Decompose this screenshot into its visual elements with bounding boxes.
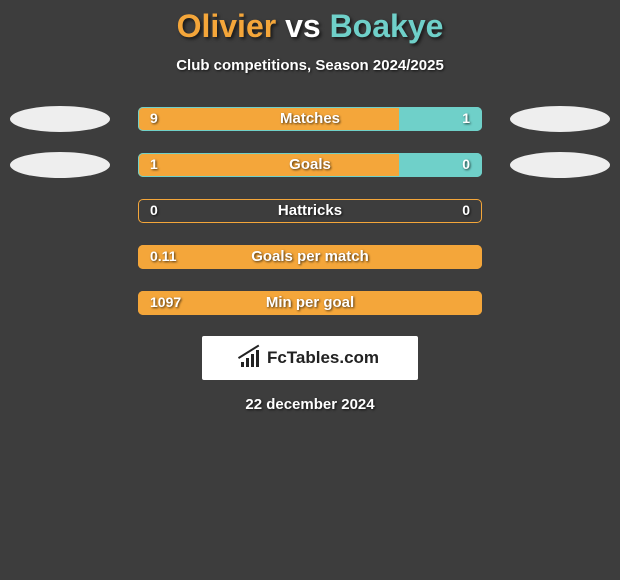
player2-badge <box>510 106 610 132</box>
player1-badge <box>10 106 110 132</box>
stat-label: Goals <box>138 156 482 173</box>
brand-chart-icon <box>241 349 263 367</box>
stat-label: Matches <box>138 110 482 127</box>
player2-name: Boakye <box>330 8 444 44</box>
player2-badge <box>510 152 610 178</box>
stat-label: Hattricks <box>138 202 482 219</box>
stat-label: Min per goal <box>138 294 482 311</box>
brand-box: FcTables.com <box>202 336 418 380</box>
stat-row: 91Matches <box>0 106 620 132</box>
comparison-chart: 91Matches 10Goals 00Hattricks 0.11Goals per… <box>0 106 620 316</box>
stat-row: 00Hattricks <box>0 198 620 224</box>
stat-row: 1097Min per goal <box>0 290 620 316</box>
page-title: Olivier vs Boakye <box>0 0 620 45</box>
vs-text: vs <box>285 8 321 44</box>
date-label: 22 december 2024 <box>0 396 620 413</box>
stat-row: 10Goals <box>0 152 620 178</box>
subtitle: Club competitions, Season 2024/2025 <box>0 57 620 74</box>
stat-row: 0.11Goals per match <box>0 244 620 270</box>
player1-name: Olivier <box>177 8 277 44</box>
stat-label: Goals per match <box>138 248 482 265</box>
player1-badge <box>10 152 110 178</box>
brand-text: FcTables.com <box>267 348 379 368</box>
